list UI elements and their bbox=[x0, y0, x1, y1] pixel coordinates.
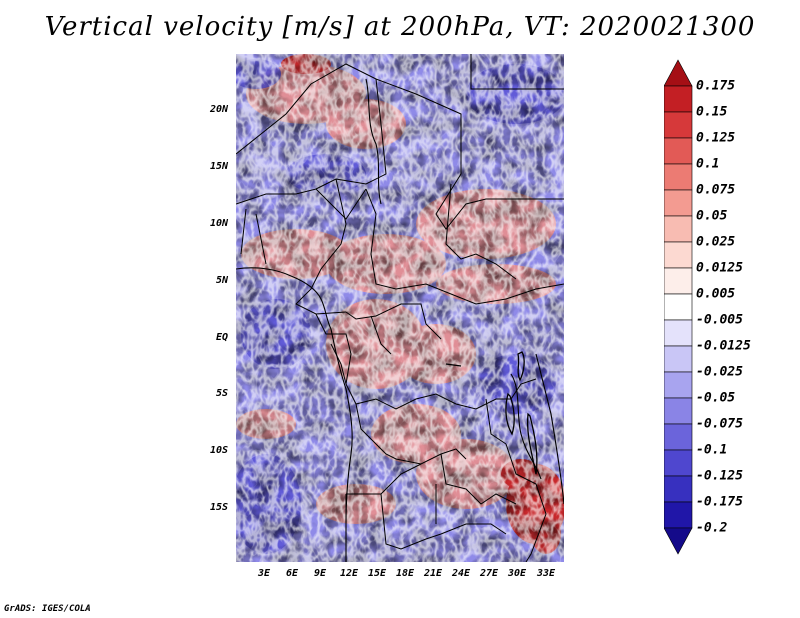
lat-tick-label: 20N bbox=[209, 104, 228, 115]
colorbar-label: -0.05 bbox=[696, 390, 736, 406]
colorbar-label: 0.175 bbox=[696, 78, 736, 94]
lon-tick-label: 15E bbox=[367, 568, 387, 579]
country-borders bbox=[236, 54, 564, 562]
lon-tick-label: 9E bbox=[313, 568, 327, 579]
lon-tick-label: 3E bbox=[257, 568, 271, 579]
colorbar-segment bbox=[664, 137, 693, 165]
lon-tick-label: 24E bbox=[451, 568, 471, 579]
colorbar-label: 0.1 bbox=[696, 156, 720, 172]
colorbar-segment bbox=[664, 423, 693, 451]
lon-tick-label: 18E bbox=[395, 568, 415, 579]
colorbar-segment bbox=[664, 59, 693, 87]
colorbar-segment bbox=[664, 319, 693, 347]
colorbar-segment bbox=[664, 85, 693, 113]
colorbar-label: 0.0125 bbox=[696, 260, 743, 276]
colorbar-label: -0.1 bbox=[696, 442, 728, 458]
colorbar-segment bbox=[664, 267, 693, 295]
colorbar-segment bbox=[664, 189, 693, 217]
colorbar-label: -0.2 bbox=[696, 520, 728, 536]
colorbar-segment bbox=[664, 527, 693, 555]
colorbar-segment bbox=[664, 449, 693, 477]
colorbar-label: -0.025 bbox=[696, 364, 743, 380]
lon-tick-label: 30E bbox=[507, 568, 527, 579]
coastlines bbox=[236, 78, 564, 562]
colorbar-label: -0.125 bbox=[696, 468, 743, 484]
lat-tick-label: 10N bbox=[209, 218, 228, 229]
lon-tick-label: 6E bbox=[285, 568, 299, 579]
lon-tick-label: 12E bbox=[339, 568, 359, 579]
colorbar bbox=[664, 59, 693, 555]
lakes bbox=[445, 351, 538, 475]
lon-tick-label: 33E bbox=[536, 568, 556, 579]
colorbar-segment bbox=[664, 501, 693, 529]
colorbar-label: -0.0125 bbox=[696, 338, 751, 354]
velocity-field-map bbox=[236, 54, 564, 562]
colorbar-label: 0.05 bbox=[696, 208, 728, 224]
colorbar-label: -0.175 bbox=[696, 494, 743, 510]
colorbar-label: -0.075 bbox=[696, 416, 743, 432]
colorbar-label: 0.005 bbox=[696, 286, 736, 302]
grads-credit: GrADS: IGES/COLA bbox=[4, 604, 91, 614]
colorbar-label: 0.125 bbox=[696, 130, 736, 146]
colorbar-segment bbox=[664, 397, 693, 425]
lat-tick-label: 10S bbox=[209, 445, 228, 456]
colorbar-segment bbox=[664, 345, 693, 373]
field-contour-texture bbox=[236, 54, 564, 562]
colorbar-label: 0.15 bbox=[696, 104, 728, 120]
colorbar-segment bbox=[664, 215, 693, 243]
colorbar-segment bbox=[664, 163, 693, 191]
lat-tick-label: 5S bbox=[215, 388, 228, 399]
colorbar-label: 0.075 bbox=[696, 182, 736, 198]
colorbar-segment bbox=[664, 241, 693, 269]
map-panel[interactable] bbox=[236, 54, 564, 562]
lat-tick-label: 15N bbox=[209, 161, 228, 172]
lon-tick-label: 21E bbox=[423, 568, 443, 579]
lon-tick-label: 27E bbox=[479, 568, 499, 579]
lat-tick-label: 15S bbox=[209, 502, 228, 513]
chart-title: Vertical velocity [m/s] at 200hPa, VT: 2… bbox=[44, 12, 756, 42]
colorbar-label: 0.025 bbox=[696, 234, 736, 250]
lat-tick-label: 5N bbox=[215, 275, 228, 286]
colorbar-segment bbox=[664, 293, 693, 321]
colorbar-segment bbox=[664, 371, 693, 399]
colorbar-segment bbox=[664, 475, 693, 503]
colorbar-label: -0.005 bbox=[696, 312, 743, 328]
colorbar-segment bbox=[664, 111, 693, 139]
lat-tick-label: EQ bbox=[215, 332, 228, 343]
